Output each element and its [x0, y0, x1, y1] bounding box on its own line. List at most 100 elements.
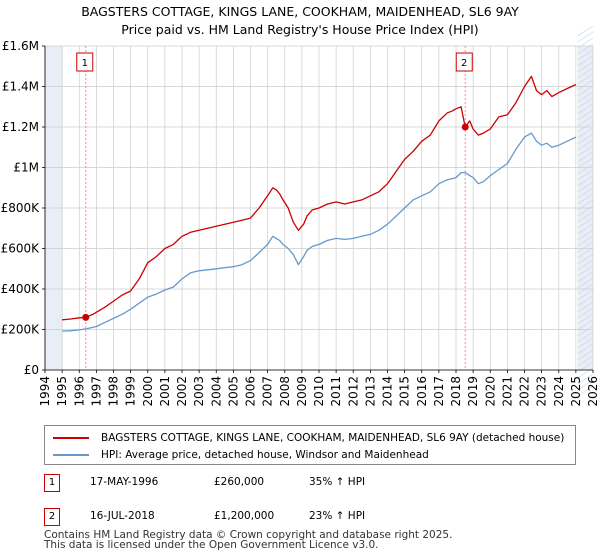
y-tick-label: £400K — [1, 282, 41, 296]
hatch-line — [577, 187, 594, 199]
hatch-line — [577, 337, 594, 349]
hatch-line — [577, 325, 594, 337]
x-tick-label: 2015 — [398, 376, 412, 407]
x-tick-label: 2004 — [209, 376, 223, 407]
hatch-line — [577, 379, 594, 391]
transaction-hpi: 23% ↑ HPI — [309, 510, 366, 522]
x-tick-label: 2019 — [466, 376, 480, 407]
y-tick-label: £1.2M — [2, 120, 39, 134]
hatch-line — [577, 247, 594, 259]
hatch-line — [577, 343, 594, 355]
sale-label: 1 — [82, 58, 88, 69]
transaction-price: £1,200,000 — [214, 510, 275, 522]
hatch-line — [577, 85, 594, 97]
hatch-line — [577, 295, 594, 307]
y-tick-label: £200K — [1, 323, 41, 337]
hatch-line — [577, 73, 594, 85]
hatch-line — [577, 211, 594, 223]
hatch-line — [577, 217, 594, 229]
x-tick-label: 2013 — [363, 376, 377, 407]
hatch-line — [577, 109, 594, 121]
hatch-line — [577, 55, 594, 67]
hatch-line — [577, 31, 594, 43]
x-tick-label: 2026 — [586, 376, 600, 407]
x-tick-label: 1997 — [89, 376, 103, 407]
x-tick-label: 1995 — [55, 376, 69, 407]
hatch-line — [577, 241, 594, 253]
footer-line2: This data is licensed under the Open Gov… — [44, 539, 379, 551]
hatch-line — [577, 139, 594, 151]
x-tick-label: 2022 — [518, 376, 532, 407]
transaction-badge: 2 — [44, 508, 60, 526]
x-tick-label: 2002 — [175, 376, 189, 407]
property-price-line — [62, 75, 577, 321]
legend: BAGSTERS COTTAGE, KINGS LANE, COOKHAM, M… — [44, 425, 576, 465]
transaction-hpi: 35% ↑ HPI — [309, 476, 366, 488]
y-tick-label: £1M — [13, 161, 39, 175]
x-tick-label: 2018 — [449, 376, 463, 407]
transaction-badge: 1 — [44, 474, 60, 492]
chart-title-line2: Price paid vs. HM Land Registry's House … — [121, 22, 479, 37]
x-tick-label: 2012 — [346, 376, 360, 407]
hatch-line — [577, 355, 594, 367]
legend-swatch-hpi — [53, 454, 89, 456]
hatch-line — [577, 385, 594, 397]
hatch-line — [577, 235, 594, 247]
x-tick-label: 2010 — [312, 376, 326, 407]
hatch-line — [577, 289, 594, 301]
hatch-line — [577, 79, 594, 91]
hatch-line — [577, 169, 594, 181]
hatch-line — [577, 193, 594, 205]
x-tick-label: 2016 — [415, 376, 429, 407]
hatch-line — [577, 97, 594, 109]
x-tick-label: 2005 — [226, 376, 240, 407]
transaction-date: 17-MAY-1996 — [90, 476, 159, 488]
hatch-line — [577, 277, 594, 289]
hatch-line — [577, 49, 594, 61]
sale-point — [82, 313, 90, 321]
x-tick-label: 2001 — [158, 376, 172, 407]
sale-point — [461, 123, 469, 131]
x-tick-label: 2021 — [500, 376, 514, 407]
x-tick-label: 2024 — [552, 376, 566, 407]
hatch-line — [577, 91, 594, 103]
hatch-line — [577, 175, 594, 187]
legend-swatch-property — [53, 437, 89, 439]
hatch-line — [577, 67, 594, 79]
sale-label: 2 — [461, 58, 467, 69]
hatch-line — [577, 349, 594, 361]
hatch-line — [577, 259, 594, 271]
y-tick-label: £600K — [1, 242, 41, 256]
y-tick-label: £800K — [1, 201, 41, 215]
hatch-line — [577, 25, 594, 37]
footer: Contains HM Land Registry data © Crown c… — [44, 529, 453, 551]
hatch-line — [577, 133, 594, 145]
price-chart: 1 2 £0 £200K £400K £600K £800K £1M £1.2M £1.4M £1.… — [1, 25, 600, 407]
hatch-line — [577, 253, 594, 265]
x-tick-label: 2025 — [569, 376, 583, 407]
x-tick-label: 2000 — [141, 376, 155, 407]
sale-label-box — [455, 52, 473, 72]
x-tick-label: 2023 — [535, 376, 549, 407]
table-row: 1 17-MAY-1996 £260,000 35% ↑ HPI — [44, 474, 584, 494]
hpi-line — [62, 132, 577, 332]
legend-label-property: BAGSTERS COTTAGE, KINGS LANE, COOKHAM, M… — [101, 432, 565, 444]
legend-label-hpi: HPI: Average price, detached house, Wind… — [101, 449, 429, 461]
hatch-line — [577, 127, 594, 139]
footer-line1: Contains HM Land Registry data © Crown c… — [44, 529, 453, 541]
y-tick-label: £1.4M — [2, 80, 39, 94]
x-tick-label: 2020 — [483, 376, 497, 407]
x-tick-label: 2009 — [295, 376, 309, 407]
x-tick-label: 2003 — [192, 376, 206, 407]
hatch-line — [577, 307, 594, 319]
hatch-line — [577, 313, 594, 325]
transaction-price: £260,000 — [214, 476, 265, 488]
chart-title: BAGSTERS COTTAGE, KINGS LANE, COOKHAM, M… — [0, 3, 600, 39]
hatch-line — [577, 373, 594, 385]
hatch-line — [577, 61, 594, 73]
x-tick-label: 2017 — [432, 376, 446, 407]
hatch-line — [577, 145, 594, 157]
hatch-line — [577, 229, 594, 241]
hatch-line — [577, 181, 594, 193]
x-tick-label: 2014 — [381, 376, 395, 407]
